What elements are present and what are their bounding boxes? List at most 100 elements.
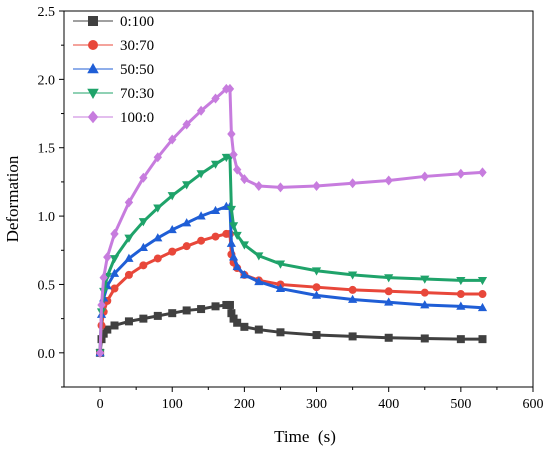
data-point — [182, 242, 191, 251]
data-point — [103, 252, 112, 263]
data-point — [275, 283, 286, 292]
data-point — [456, 290, 465, 299]
data-point — [110, 321, 119, 330]
data-point — [456, 335, 465, 344]
y-tick-label: 1.5 — [38, 142, 56, 157]
data-point — [254, 181, 264, 192]
data-point — [254, 325, 263, 334]
data-point — [139, 314, 148, 323]
data-point — [478, 335, 487, 344]
data-point — [196, 211, 206, 220]
data-point — [477, 302, 488, 312]
data-point — [153, 311, 162, 320]
data-point — [182, 119, 191, 130]
data-point — [211, 302, 220, 311]
data-point — [240, 322, 249, 331]
x-tick-label: 0 — [97, 397, 104, 412]
legend-marker — [88, 40, 98, 50]
data-point — [139, 172, 148, 183]
data-point — [478, 290, 487, 299]
data-point — [138, 242, 148, 251]
y-tick-label: 0.5 — [38, 278, 56, 293]
data-point — [384, 333, 393, 342]
data-point — [227, 129, 236, 140]
data-point — [228, 222, 239, 231]
ticks: 0 100 200 300 400 500 600 0.0 0.5 1.0 1.5 2.0 2.5 — [38, 5, 544, 412]
data-point — [254, 252, 264, 261]
data-point — [312, 331, 321, 340]
data-point — [239, 270, 249, 279]
data-point — [196, 105, 206, 116]
data-point — [168, 247, 177, 256]
data-point — [168, 309, 177, 318]
data-point — [384, 287, 393, 296]
data-point — [348, 271, 358, 280]
data-point — [477, 276, 488, 286]
data-point — [240, 174, 249, 185]
data-point — [95, 347, 105, 358]
series-0 — [96, 300, 487, 357]
legend: 0:100 30:70 50:50 70:30 100:0 — [73, 14, 154, 126]
x-tick-label: 500 — [450, 397, 471, 412]
data-point — [153, 233, 163, 242]
data-point — [420, 300, 430, 309]
data-point — [226, 238, 236, 247]
data-point — [275, 260, 286, 269]
data-point — [210, 205, 221, 215]
data-point — [456, 276, 466, 286]
data-point — [348, 332, 357, 341]
legend-label: 70:30 — [120, 86, 154, 102]
data-point — [103, 325, 112, 334]
data-point — [109, 268, 120, 277]
data-point — [197, 305, 206, 314]
data-point — [232, 231, 242, 241]
legend-marker — [87, 110, 99, 124]
data-point — [211, 93, 220, 104]
y-tick-label: 2.5 — [38, 5, 56, 20]
axes — [63, 10, 534, 388]
data-point — [420, 171, 429, 182]
data-point — [229, 314, 238, 323]
x-tick-label: 200 — [234, 397, 255, 412]
x-tick-label: 400 — [378, 397, 399, 412]
data-point — [124, 197, 134, 208]
data-point — [276, 328, 285, 337]
data-point — [229, 149, 238, 160]
legend-marker — [87, 88, 99, 99]
data-point — [124, 317, 133, 326]
legend-label: 0:100 — [120, 14, 154, 30]
data-point — [456, 301, 466, 310]
data-point — [182, 306, 191, 315]
data-point — [227, 309, 236, 318]
data-point — [348, 294, 358, 303]
legend-label: 50:50 — [120, 62, 154, 78]
data-point — [139, 261, 148, 270]
data-point — [478, 167, 487, 178]
data-point — [232, 164, 242, 175]
data-point — [99, 272, 108, 283]
legend-item: 30:70 — [73, 38, 154, 54]
data-point — [311, 267, 322, 276]
plot-frame — [63, 10, 534, 388]
data-point — [110, 284, 119, 293]
legend-marker — [88, 16, 98, 26]
data-point — [233, 318, 242, 327]
data-point — [197, 236, 206, 245]
data-point — [168, 134, 177, 145]
x-tick-label: 300 — [306, 397, 327, 412]
data-point — [456, 168, 466, 179]
legend-label: 100:0 — [120, 110, 154, 126]
data-point — [110, 228, 119, 239]
y-tick-label: 2.0 — [38, 73, 56, 88]
data-point — [239, 241, 249, 250]
data-point — [228, 252, 239, 261]
x-tick-label: 100 — [162, 397, 183, 412]
data-point — [420, 334, 429, 343]
data-point — [97, 299, 106, 310]
data-point — [348, 178, 357, 189]
data-point — [167, 192, 177, 201]
data-point — [276, 182, 285, 193]
data-point — [420, 275, 430, 284]
data-point — [99, 329, 108, 338]
data-point — [311, 290, 322, 299]
